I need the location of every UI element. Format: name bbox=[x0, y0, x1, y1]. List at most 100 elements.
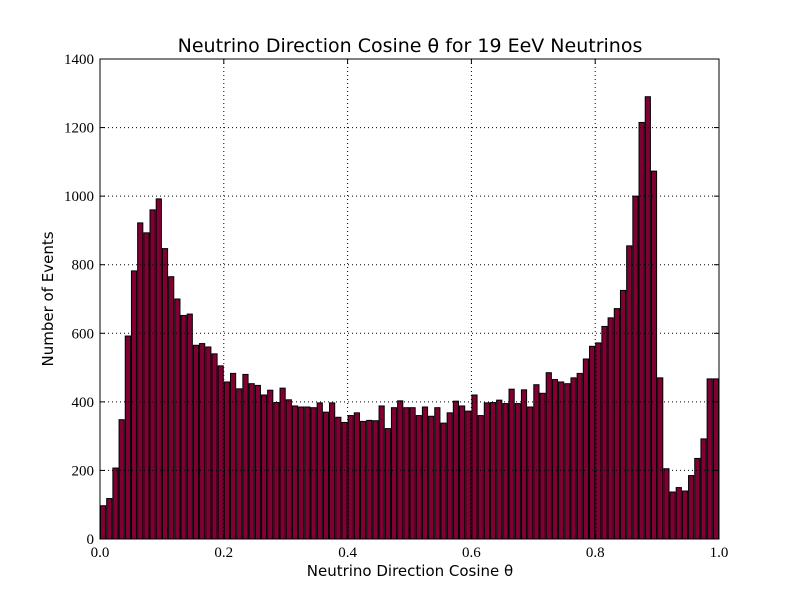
x-tick-label: 0.4 bbox=[338, 545, 357, 561]
bar bbox=[298, 406, 305, 540]
bar bbox=[242, 373, 249, 540]
bar bbox=[409, 407, 416, 540]
bar bbox=[285, 399, 292, 540]
bar bbox=[137, 222, 144, 540]
bar bbox=[248, 383, 255, 540]
bar bbox=[502, 403, 509, 540]
bar bbox=[106, 498, 113, 540]
bar bbox=[582, 358, 590, 540]
bar bbox=[681, 490, 689, 540]
x-tick-label: 0.6 bbox=[462, 545, 481, 561]
bar bbox=[390, 407, 398, 540]
y-axis-label: Number of Events bbox=[39, 231, 57, 366]
y-tick-label: 1400 bbox=[64, 52, 94, 68]
x-tick-label: 0.2 bbox=[214, 545, 233, 561]
bar bbox=[551, 379, 559, 540]
bar bbox=[199, 343, 206, 540]
plot-frame bbox=[99, 58, 720, 540]
bar bbox=[316, 402, 323, 540]
y-tick-label: 400 bbox=[72, 395, 95, 411]
bar bbox=[644, 96, 651, 540]
bar bbox=[186, 313, 193, 540]
bar bbox=[706, 378, 713, 540]
bar bbox=[192, 344, 200, 540]
bar bbox=[520, 389, 528, 540]
bar bbox=[267, 389, 274, 540]
bar bbox=[366, 419, 373, 540]
bar bbox=[607, 317, 614, 540]
bar bbox=[174, 298, 181, 540]
x-axis-label: Neutrino Direction Cosine θ bbox=[307, 562, 513, 580]
bar bbox=[539, 392, 546, 540]
bar bbox=[378, 405, 385, 540]
bar bbox=[558, 381, 565, 540]
bar bbox=[353, 412, 360, 540]
bar bbox=[180, 314, 187, 540]
bar bbox=[217, 365, 224, 540]
bar bbox=[570, 377, 577, 540]
bar bbox=[694, 457, 701, 540]
bar bbox=[700, 438, 707, 540]
bar bbox=[229, 372, 237, 540]
bar bbox=[149, 209, 156, 540]
bar bbox=[291, 405, 299, 540]
bar bbox=[489, 402, 497, 540]
bar bbox=[465, 410, 472, 540]
bar bbox=[168, 276, 175, 540]
bar bbox=[601, 325, 608, 540]
bar bbox=[359, 420, 367, 540]
bar bbox=[675, 487, 682, 540]
y-tick-label: 1000 bbox=[64, 189, 94, 205]
bar bbox=[595, 342, 602, 540]
bar bbox=[260, 394, 268, 540]
bar bbox=[112, 467, 119, 540]
bar bbox=[100, 505, 107, 540]
bar bbox=[421, 406, 429, 540]
bar bbox=[279, 387, 286, 540]
bar bbox=[347, 415, 354, 540]
x-tick-label: 0.8 bbox=[586, 545, 605, 561]
bar bbox=[428, 415, 435, 540]
bar bbox=[452, 400, 460, 540]
bar bbox=[415, 415, 422, 540]
bar bbox=[205, 346, 212, 540]
bar bbox=[434, 407, 441, 540]
bar bbox=[397, 400, 404, 540]
bar bbox=[638, 121, 645, 540]
y-tick-label: 1200 bbox=[64, 121, 94, 137]
bar bbox=[446, 412, 453, 540]
bar bbox=[403, 407, 410, 540]
bar bbox=[712, 378, 719, 540]
bar bbox=[564, 383, 571, 540]
x-tick-label: 1.0 bbox=[710, 545, 729, 561]
bar bbox=[527, 406, 534, 540]
bar bbox=[459, 405, 466, 540]
bar bbox=[650, 170, 658, 540]
bar bbox=[155, 198, 162, 540]
bar bbox=[161, 248, 169, 540]
y-tick-label: 600 bbox=[72, 326, 95, 342]
bar bbox=[663, 468, 670, 540]
bar bbox=[669, 491, 676, 540]
bar bbox=[143, 232, 150, 540]
bar bbox=[329, 402, 336, 540]
bar bbox=[310, 407, 317, 540]
bar bbox=[384, 428, 391, 540]
y-tick-label: 200 bbox=[72, 463, 95, 479]
bar bbox=[118, 419, 125, 540]
bar bbox=[341, 421, 348, 540]
bar bbox=[483, 402, 490, 540]
bar bbox=[372, 420, 379, 540]
bar bbox=[477, 415, 484, 540]
bar bbox=[322, 411, 330, 540]
bar bbox=[471, 394, 478, 540]
bar bbox=[626, 245, 633, 540]
chart-title: Neutrino Direction Cosine θ for 19 EeV N… bbox=[178, 35, 643, 57]
bar bbox=[508, 388, 515, 540]
bar bbox=[688, 475, 695, 540]
bar bbox=[304, 406, 311, 540]
bar bbox=[335, 416, 342, 540]
bar bbox=[236, 388, 243, 540]
bar bbox=[589, 345, 596, 540]
